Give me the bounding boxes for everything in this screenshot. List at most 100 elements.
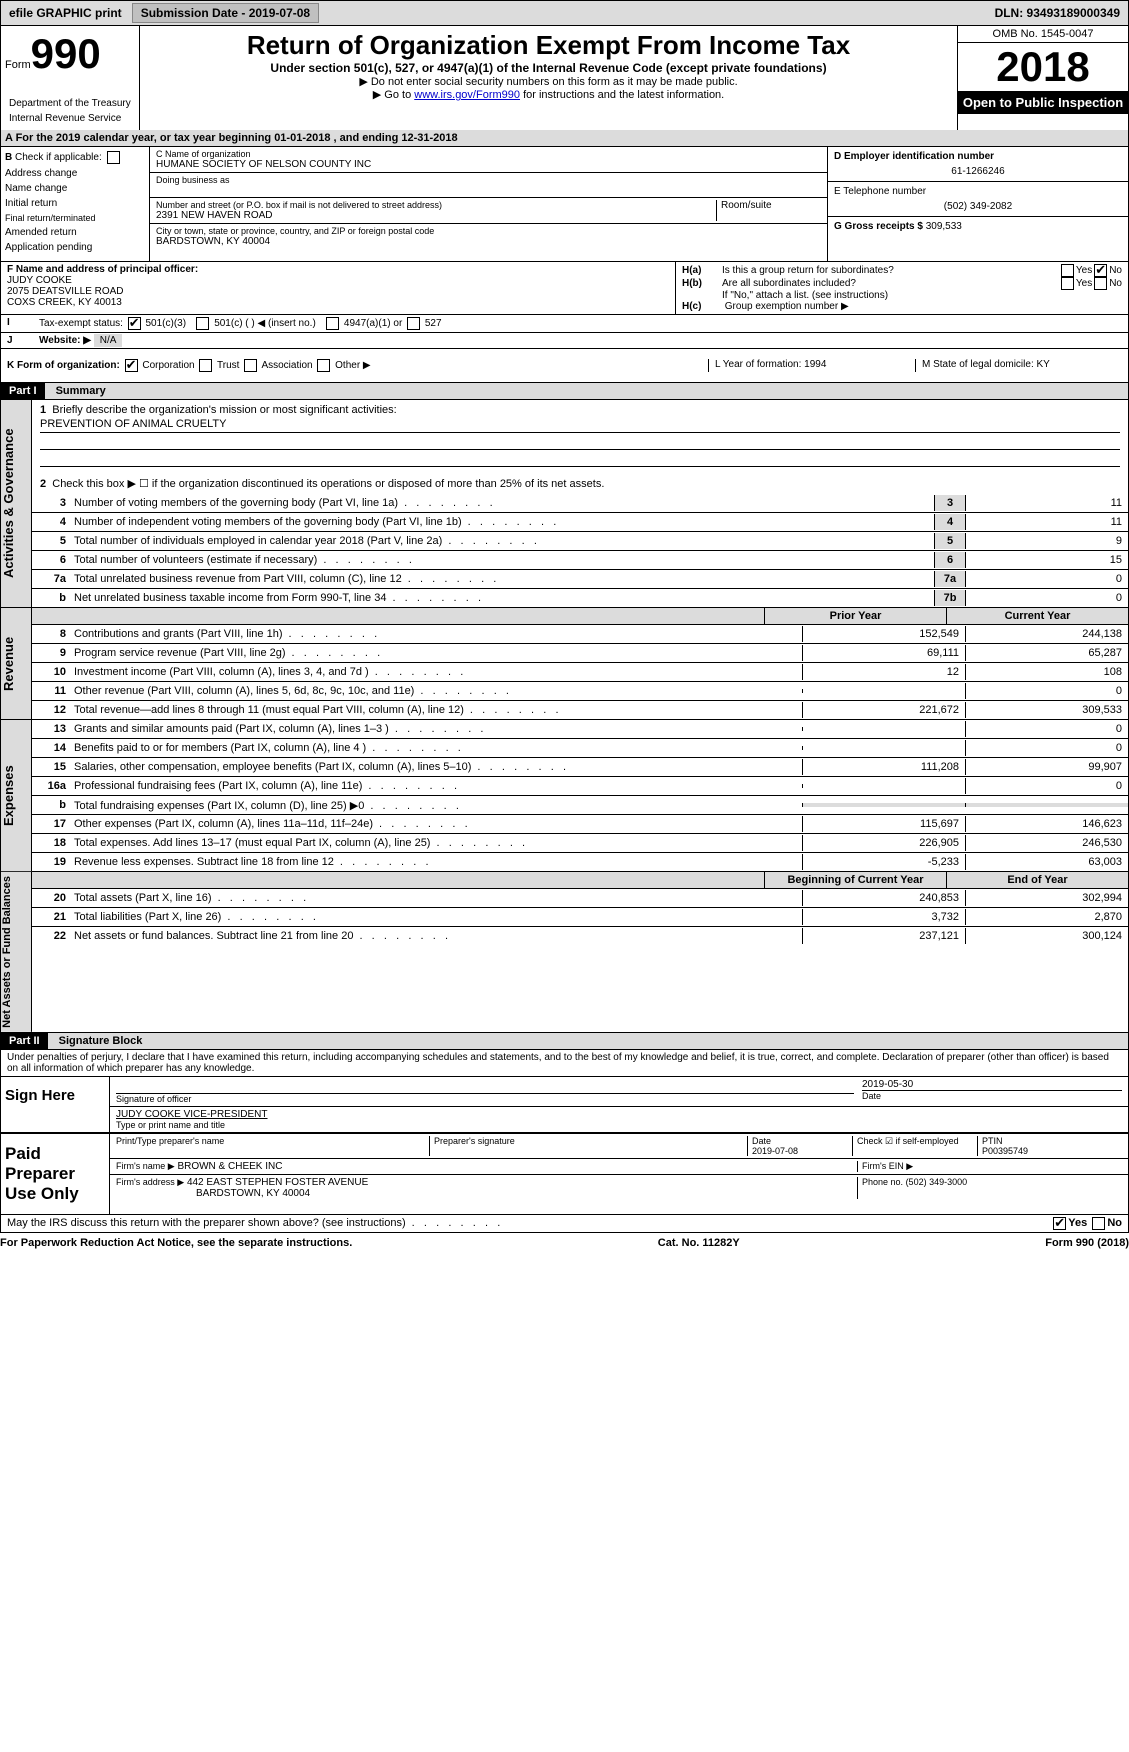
discuss-no-checkbox[interactable] xyxy=(1092,1217,1105,1230)
exp-line-13: 13 Grants and similar amounts paid (Part… xyxy=(32,720,1128,739)
room-suite: Room/suite xyxy=(716,200,821,221)
current-year-header: Current Year xyxy=(946,608,1128,624)
dln: DLN: 93493189000349 xyxy=(987,4,1128,22)
exp-line-19: 19 Revenue less expenses. Subtract line … xyxy=(32,853,1128,871)
revenue-section: Revenue Prior Year Current Year 8 Contri… xyxy=(0,608,1129,720)
signer-name: JUDY COOKE VICE-PRESIDENT xyxy=(116,1109,1122,1120)
return-title: Return of Organization Exempt From Incom… xyxy=(148,30,949,61)
dept-treasury: Department of the Treasury xyxy=(5,96,135,111)
note-ssn: ▶ Do not enter social security numbers o… xyxy=(148,75,949,88)
top-bar: efile GRAPHIC print Submission Date - 20… xyxy=(0,0,1129,26)
prep-date: 2019-07-08 xyxy=(752,1146,798,1156)
527-checkbox[interactable] xyxy=(407,317,420,330)
rev-line-10: 10 Investment income (Part VIII, column … xyxy=(32,663,1128,682)
exp-line-17: 17 Other expenses (Part IX, column (A), … xyxy=(32,815,1128,834)
revenue-side-label: Revenue xyxy=(1,608,32,719)
section-bcdeg: B Check if applicable: Address change Na… xyxy=(0,147,1129,262)
gov-line-5: 5 Total number of individuals employed i… xyxy=(32,532,1128,551)
open-to-public: Open to Public Inspection xyxy=(958,91,1128,114)
gov-line-7a: 7a Total unrelated business revenue from… xyxy=(32,570,1128,589)
row-a-calendar: A For the 2019 calendar year, or tax yea… xyxy=(0,130,1129,147)
other-checkbox[interactable] xyxy=(317,359,330,372)
dept-irs: Internal Revenue Service xyxy=(5,111,135,126)
4947-checkbox[interactable] xyxy=(326,317,339,330)
501c3-checkbox[interactable] xyxy=(128,317,141,330)
governance-section: Activities & Governance 1 Briefly descri… xyxy=(0,400,1129,608)
discuss-text: May the IRS discuss this return with the… xyxy=(7,1217,1051,1229)
gov-line-6: 6 Total number of volunteers (estimate i… xyxy=(32,551,1128,570)
b-label: B xyxy=(5,152,12,163)
prep-sig-label: Preparer's signature xyxy=(429,1136,747,1156)
year-formation: L Year of formation: 1994 xyxy=(708,359,915,372)
website: N/A xyxy=(94,334,123,347)
row-j: J Website: ▶ N/A xyxy=(0,333,1129,349)
note-link: ▶ Go to www.irs.gov/Form990 for instruct… xyxy=(148,88,949,101)
phone-label: E Telephone number xyxy=(834,186,1122,197)
initial-return: Initial return xyxy=(5,198,145,209)
addr-change-checkbox[interactable] xyxy=(107,151,120,164)
city-label: City or town, state or province, country… xyxy=(156,226,821,236)
subtitle: Under section 501(c), 527, or 4947(a)(1)… xyxy=(148,61,949,75)
addr-label: Number and street (or P.O. box if mail i… xyxy=(156,200,716,210)
firm-addr1: 442 EAST STEPHEN FOSTER AVENUE xyxy=(187,1177,368,1188)
begin-year-header: Beginning of Current Year xyxy=(764,872,946,888)
footer: For Paperwork Reduction Act Notice, see … xyxy=(0,1233,1129,1253)
org-name: HUMANE SOCIETY OF NELSON COUNTY INC xyxy=(156,159,821,170)
cat-no: Cat. No. 11282Y xyxy=(352,1237,1045,1249)
application-pending: Application pending xyxy=(5,242,145,253)
paperwork-notice: For Paperwork Reduction Act Notice, see … xyxy=(0,1237,352,1249)
exp-line-14: 14 Benefits paid to or for members (Part… xyxy=(32,739,1128,758)
hb-no-checkbox[interactable] xyxy=(1094,277,1107,290)
ha-no-checkbox[interactable] xyxy=(1094,264,1107,277)
row-i: I Tax-exempt status: 501(c)(3) 501(c) ( … xyxy=(0,315,1129,333)
city-state-zip: BARDSTOWN, KY 40004 xyxy=(156,236,821,247)
officer-label: F Name and address of principal officer: xyxy=(7,264,198,275)
self-employed-check: Check ☑ if self-employed xyxy=(852,1136,977,1156)
efile-label: efile GRAPHIC print xyxy=(1,4,130,22)
corp-checkbox[interactable] xyxy=(125,359,138,372)
hb-yes-checkbox[interactable] xyxy=(1061,277,1074,290)
discuss-row: May the IRS discuss this return with the… xyxy=(0,1215,1129,1233)
ha-yes-checkbox[interactable] xyxy=(1061,264,1074,277)
sign-here-block: Sign Here Signature of officer 2019-05-3… xyxy=(0,1077,1129,1134)
hc-label: H(c) xyxy=(682,301,722,312)
form-header: Form990 Department of the Treasury Inter… xyxy=(0,26,1129,130)
gov-line-4: 4 Number of independent voting members o… xyxy=(32,513,1128,532)
netassets-section: Net Assets or Fund Balances Beginning of… xyxy=(0,872,1129,1033)
part2-header: Part II Signature Block xyxy=(0,1033,1129,1050)
assoc-checkbox[interactable] xyxy=(244,359,257,372)
rev-line-11: 11 Other revenue (Part VIII, column (A),… xyxy=(32,682,1128,701)
firm-ein: Firm's EIN ▶ xyxy=(857,1161,1122,1172)
prior-year-header: Prior Year xyxy=(764,608,946,624)
rev-line-12: 12 Total revenue—add lines 8 through 11 … xyxy=(32,701,1128,719)
ha-label: H(a) xyxy=(682,265,722,276)
expenses-section: Expenses 13 Grants and similar amounts p… xyxy=(0,720,1129,872)
officer-addr1: 2075 DEATSVILLE ROAD xyxy=(7,286,124,297)
mission: PREVENTION OF ANIMAL CRUELTY xyxy=(40,416,1120,433)
paid-preparer-block: Paid Preparer Use Only Print/Type prepar… xyxy=(0,1134,1129,1215)
exp-line-16a: 16a Professional fundraising fees (Part … xyxy=(32,777,1128,796)
form-prefix: Form xyxy=(5,59,31,71)
discuss-yes-checkbox[interactable] xyxy=(1053,1217,1066,1230)
line1-desc: Briefly describe the organization's miss… xyxy=(52,404,396,416)
na-line-21: 21 Total liabilities (Part X, line 26) 3… xyxy=(32,908,1128,927)
exp-line-18: 18 Total expenses. Add lines 13–17 (must… xyxy=(32,834,1128,853)
hb-note: If "No," attach a list. (see instruction… xyxy=(682,290,1122,301)
501c-checkbox[interactable] xyxy=(196,317,209,330)
final-return: Final return/terminated xyxy=(5,213,145,223)
irs-link[interactable]: www.irs.gov/Form990 xyxy=(414,89,520,101)
name-change: Name change xyxy=(5,183,145,194)
form-number: 990 xyxy=(31,30,101,77)
exp-line-b: b Total fundraising expenses (Part IX, c… xyxy=(32,796,1128,815)
gross-receipts-label: G Gross receipts $ xyxy=(834,221,923,232)
na-line-22: 22 Net assets or fund balances. Subtract… xyxy=(32,927,1128,945)
form-ref: Form 990 (2018) xyxy=(1045,1237,1129,1249)
row-klm: K Form of organization: Corporation Trus… xyxy=(0,349,1129,383)
state-domicile: M State of legal domicile: KY xyxy=(915,359,1122,372)
hb-text: Are all subordinates included? xyxy=(722,278,1059,289)
sign-here-label: Sign Here xyxy=(1,1077,109,1132)
section-fh: F Name and address of principal officer:… xyxy=(0,262,1129,315)
perjury-statement: Under penalties of perjury, I declare th… xyxy=(0,1050,1129,1077)
gov-line-3: 3 Number of voting members of the govern… xyxy=(32,494,1128,513)
trust-checkbox[interactable] xyxy=(199,359,212,372)
